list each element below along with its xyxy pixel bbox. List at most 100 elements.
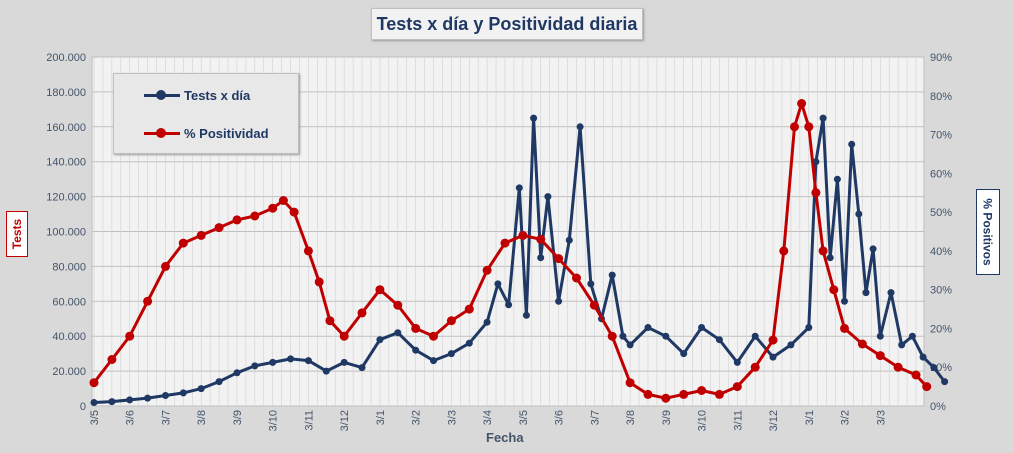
tests-point [919,353,927,361]
tests-point [841,297,848,305]
tests-point [430,357,437,365]
y-right-tick-label: 70% [930,130,952,142]
y-right-tick-label: 60% [930,168,952,180]
y-left-tick-label: 120.000 [46,192,86,204]
positividad-point [429,331,438,341]
legend: Tests x día % Positividad [113,73,299,154]
x-tick-label: 3/7 [589,410,601,425]
positividad-point [278,196,288,205]
x-tick-label: 3/7 [160,410,172,425]
tests-point [269,358,277,366]
x-tick-label: 3/10 [268,410,280,431]
tests-point [826,254,834,262]
x-tick-label: 3/6 [125,410,137,425]
tests-point [855,210,863,218]
positividad-point [268,203,278,213]
tests-point [751,332,759,340]
tests-point [733,358,741,366]
tests-point [576,123,584,131]
x-tick-label: 3/4 [482,410,494,425]
tests-point [494,280,502,288]
tests-point [555,297,563,305]
tests-point [662,332,670,340]
y-axis-left-title-text: Tests [10,218,24,250]
y-right-tick-label: 40% [930,246,952,258]
tests-point [644,324,652,331]
tests-point [941,378,949,386]
tests-point [515,184,523,192]
x-axis-ticks: 3/5 3/6 3/7 3/8 3/9 3/10 3/11 3/12 3/1 3/2 3/3 3/4 3… [89,410,887,431]
positividad-point [303,246,313,256]
tests-point [619,332,627,340]
positividad-point [536,234,546,244]
tests-point [215,378,223,386]
positividad-point [196,230,206,240]
tests-point [887,289,895,297]
tests-point [304,357,312,365]
positividad-point [107,355,117,364]
tests-point [544,193,552,201]
tests-point [447,350,455,358]
x-tick-label: 3/2 [840,410,852,425]
x-axis-title: Fecha [486,430,524,445]
positividad-point [790,122,799,132]
positividad-point [357,308,367,318]
tests-point [90,399,98,406]
tests-point [465,339,473,347]
tests-point [869,245,877,253]
positividad-point [797,99,807,108]
tests-point [819,114,827,122]
y-left-tick-label: 20.000 [52,366,86,378]
positividad-point [829,285,839,295]
tests-point [287,355,295,363]
tests-point [908,332,916,340]
tests-point [805,324,813,331]
x-tick-label: 3/3 [875,410,887,425]
positividad-point [518,230,528,240]
tests-point [680,350,688,358]
y-axis-right-title: % Positivos [976,189,1000,275]
tests-point [565,236,573,244]
positividad-point [714,389,724,399]
positividad-point [482,265,492,275]
positividad-point [178,238,188,248]
positividad-point [893,362,903,372]
legend-tests-marker [156,90,166,100]
tests-point [862,289,870,297]
positividad-point [857,339,867,349]
x-tick-label: 3/9 [232,410,244,425]
right-axis-ticks: 0%10%20%30%40%50%60%70%80%90% [930,52,952,413]
x-tick-label: 3/11 [732,410,744,431]
y-axis-left-title: Tests [6,211,28,257]
positividad-point [464,304,474,314]
tests-point [787,341,795,349]
x-tick-label: 3/2 [411,410,423,425]
tests-point [108,398,116,406]
y-left-tick-label: 200.000 [46,52,86,64]
y-left-tick-label: 180.000 [46,87,86,99]
positividad-point [500,238,510,248]
positividad-point [125,331,135,341]
positividad-point [697,386,707,395]
x-tick-label: 3/9 [661,410,673,425]
positividad-point [314,277,324,287]
tests-point [179,389,187,397]
positividad-point [161,261,170,271]
positividad-point [779,246,789,256]
tests-point [587,280,595,288]
tests-point [698,324,706,331]
x-tick-label: 3/3 [446,410,458,425]
tests-point [251,362,259,370]
y-left-tick-label: 0 [80,401,86,413]
positividad-point [732,382,742,392]
legend-positividad-label: % Positividad [184,125,269,141]
positividad-point [375,285,385,295]
positividad-point [572,273,581,283]
positividad-point [840,323,849,333]
tests-point [715,336,723,344]
legend-positividad-marker [156,128,166,138]
x-tick-label: 3/5 [518,410,530,425]
y-left-tick-label: 100.000 [46,227,86,239]
x-tick-label: 3/11 [303,410,315,431]
series-group [89,99,949,406]
